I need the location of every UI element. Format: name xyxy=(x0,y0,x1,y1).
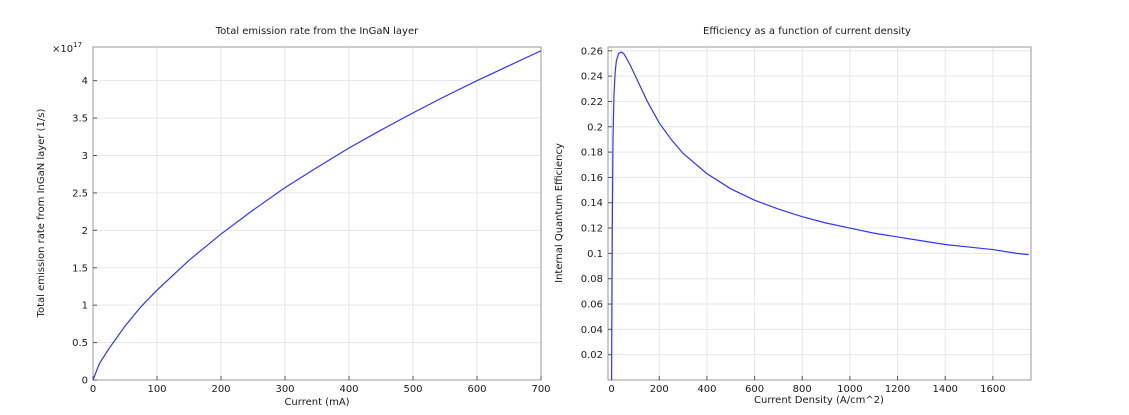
data-series xyxy=(92,50,542,381)
y-tick-label: 0.5 xyxy=(72,338,88,349)
x-axis: 0 100 200 300 400 500 600 700 xyxy=(90,376,551,395)
y-tick-label: 2 xyxy=(82,226,88,237)
y-axis-label: Total emission rate from InGaN layer (1/… xyxy=(36,109,47,319)
x-tick-label: 1200 xyxy=(885,384,910,395)
x-tick-label: 1600 xyxy=(980,384,1005,395)
y-tick-label: 0.2 xyxy=(587,122,603,133)
y-tick-label: 0.06 xyxy=(581,300,603,311)
x-tick-label: 400 xyxy=(697,384,716,395)
y-tick-label: 0.18 xyxy=(581,148,603,159)
x-tick-label: 200 xyxy=(650,384,669,395)
y-tick-label: 4 xyxy=(82,76,88,87)
efficiency-chart: Efficiency as a function of current dens… xyxy=(554,26,1032,406)
x-tick-label: 200 xyxy=(211,384,230,395)
y-tick-label: 1.5 xyxy=(72,263,88,274)
series-line xyxy=(92,50,542,381)
x-axis: 0 200 400 600 800 1000 1200 1400 1600 xyxy=(608,376,1006,395)
y-axis-multiplier: ×1017 xyxy=(52,41,82,55)
series-line xyxy=(610,51,1029,381)
x-tick-label: 400 xyxy=(339,384,358,395)
x-tick-label: 0 xyxy=(608,384,614,395)
x-tick-label: 600 xyxy=(745,384,764,395)
grid-lines xyxy=(92,47,542,381)
chart-title: Total emission rate from the InGaN layer xyxy=(215,26,419,37)
y-tick-label: 0.26 xyxy=(581,46,603,57)
y-tick-label: 0.16 xyxy=(581,173,603,184)
x-tick-label: 1000 xyxy=(837,384,862,395)
data-series xyxy=(610,51,1029,381)
y-axis-label: Internal Quantum Efficiency xyxy=(554,143,565,283)
emission-rate-chart: Total emission rate from the InGaN layer… xyxy=(36,26,551,408)
x-tick-label: 600 xyxy=(467,384,486,395)
x-tick-label: 1400 xyxy=(932,384,957,395)
y-tick-label: 0.24 xyxy=(581,72,603,83)
x-tick-label: 300 xyxy=(275,384,294,395)
y-tick-label: 3 xyxy=(82,151,88,162)
x-tick-label: 800 xyxy=(793,384,812,395)
plot-frame xyxy=(92,46,542,381)
x-axis-label: Current (mA) xyxy=(284,397,349,408)
y-tick-label: 0.04 xyxy=(581,325,603,336)
chart-title: Efficiency as a function of current dens… xyxy=(703,26,911,37)
y-tick-label: 0.22 xyxy=(581,97,603,108)
y-tick-label: 0.14 xyxy=(581,198,603,209)
grid-lines xyxy=(608,47,1031,380)
x-tick-label: 700 xyxy=(531,384,550,395)
x-tick-label: 500 xyxy=(403,384,422,395)
x-tick-label: 0 xyxy=(90,384,96,395)
y-tick-label: 0.02 xyxy=(581,350,603,361)
x-tick-label: 100 xyxy=(147,384,166,395)
y-tick-label: 0 xyxy=(82,376,88,387)
y-tick-label: 0.08 xyxy=(581,274,603,285)
x-axis-label: Current Density (A/cm^2) xyxy=(754,395,884,406)
y-tick-label: 1 xyxy=(82,301,88,312)
y-tick-label: 0.12 xyxy=(581,224,603,235)
plot-frame xyxy=(607,46,1032,381)
y-axis: 0.02 0.04 0.06 0.08 0.1 0.12 0.14 0.16 0.18 0.2 0.… xyxy=(581,46,612,361)
y-tick-label: 0.1 xyxy=(587,249,603,260)
y-tick-label: 3.5 xyxy=(72,114,88,125)
y-tick-label: 2.5 xyxy=(72,188,88,199)
y-axis: 0 0.5 1 1.5 2 2.5 3 3.5 4 xyxy=(72,76,97,387)
